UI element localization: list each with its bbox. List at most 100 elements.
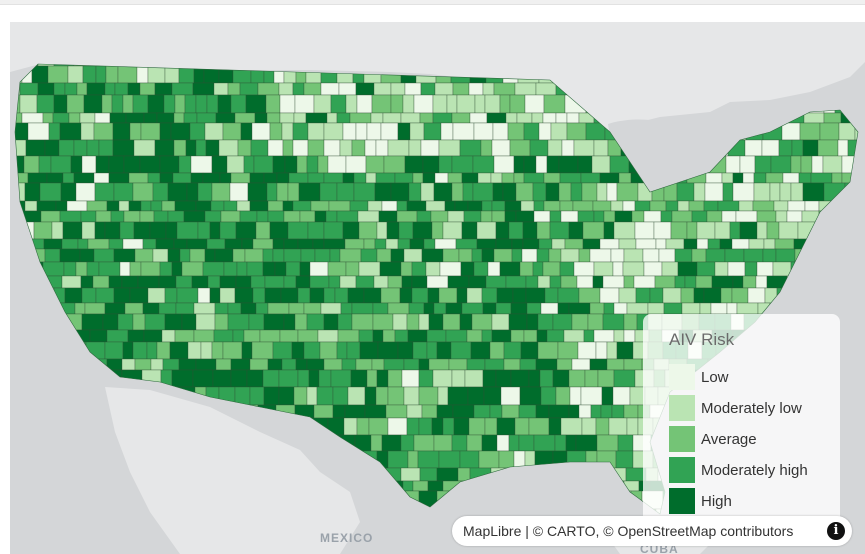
- county-cell[interactable]: [493, 155, 515, 174]
- county-cell[interactable]: [699, 302, 712, 315]
- county-cell[interactable]: [566, 112, 580, 124]
- county-cell[interactable]: [721, 122, 736, 141]
- county-cell[interactable]: [61, 434, 84, 452]
- county-cell[interactable]: [784, 112, 805, 124]
- county-cell[interactable]: [232, 329, 245, 343]
- county-cell[interactable]: [790, 182, 804, 202]
- county-cell[interactable]: [843, 490, 860, 510]
- county-cell[interactable]: [470, 341, 491, 360]
- county-cell[interactable]: [98, 139, 114, 157]
- county-cell[interactable]: [732, 275, 744, 289]
- county-cell[interactable]: [307, 221, 325, 240]
- county-cell[interactable]: [655, 238, 667, 250]
- county-cell[interactable]: [595, 417, 610, 436]
- county-cell[interactable]: [402, 94, 415, 114]
- county-cell[interactable]: [187, 341, 202, 360]
- county-cell[interactable]: [62, 450, 85, 469]
- county-cell[interactable]: [75, 261, 88, 277]
- county-cell[interactable]: [263, 386, 280, 406]
- county-cell[interactable]: [756, 210, 777, 223]
- county-cell[interactable]: [161, 329, 176, 343]
- county-cell[interactable]: [741, 112, 758, 124]
- county-cell[interactable]: [822, 155, 843, 174]
- county-cell[interactable]: [329, 248, 341, 263]
- county-cell[interactable]: [196, 112, 217, 124]
- county-cell[interactable]: [204, 210, 222, 223]
- county-cell[interactable]: [563, 329, 585, 343]
- county-cell[interactable]: [513, 450, 526, 469]
- county-cell[interactable]: [434, 520, 444, 532]
- county-cell[interactable]: [823, 112, 842, 124]
- county-cell[interactable]: [300, 248, 316, 263]
- county-cell[interactable]: [614, 210, 633, 223]
- county-cell[interactable]: [149, 221, 167, 240]
- county-cell[interactable]: [738, 200, 754, 212]
- county-cell[interactable]: [106, 329, 129, 343]
- county-cell[interactable]: [561, 467, 576, 482]
- county-cell[interactable]: [822, 261, 840, 277]
- county-cell[interactable]: [714, 261, 729, 277]
- county-cell[interactable]: [214, 302, 229, 315]
- county-cell[interactable]: [818, 200, 838, 212]
- county-cell[interactable]: [230, 172, 251, 184]
- county-cell[interactable]: [526, 313, 539, 331]
- county-cell[interactable]: [291, 341, 305, 360]
- county-cell[interactable]: [167, 210, 185, 223]
- county-cell[interactable]: [173, 238, 188, 250]
- county-cell[interactable]: [189, 122, 206, 141]
- county-cell[interactable]: [84, 520, 97, 532]
- county-cell[interactable]: [552, 313, 573, 331]
- county-cell[interactable]: [675, 122, 687, 141]
- county-cell[interactable]: [504, 200, 522, 212]
- county-cell[interactable]: [19, 94, 38, 114]
- county-cell[interactable]: [10, 508, 22, 520]
- county-cell[interactable]: [540, 302, 559, 315]
- county-cell[interactable]: [571, 358, 591, 371]
- county-cell[interactable]: [94, 221, 106, 240]
- county-cell[interactable]: [473, 404, 491, 419]
- county-cell[interactable]: [358, 221, 378, 240]
- county-cell[interactable]: [183, 112, 198, 124]
- county-cell[interactable]: [537, 341, 559, 360]
- county-cell[interactable]: [385, 467, 402, 482]
- county-cell[interactable]: [756, 221, 768, 240]
- county-cell[interactable]: [468, 275, 487, 289]
- county-cell[interactable]: [610, 200, 624, 212]
- county-cell[interactable]: [662, 287, 682, 304]
- county-cell[interactable]: [25, 287, 39, 304]
- county-cell[interactable]: [756, 261, 774, 277]
- county-cell[interactable]: [327, 261, 347, 277]
- county-cell[interactable]: [194, 386, 207, 406]
- county-cell[interactable]: [94, 182, 115, 202]
- county-cell[interactable]: [696, 261, 716, 277]
- county-cell[interactable]: [88, 480, 107, 492]
- county-cell[interactable]: [146, 341, 158, 360]
- county-cell[interactable]: [615, 450, 634, 469]
- county-cell[interactable]: [561, 139, 575, 157]
- county-cell[interactable]: [39, 302, 59, 315]
- county-cell[interactable]: [497, 490, 514, 510]
- county-cell[interactable]: [677, 200, 690, 212]
- county-cell[interactable]: [255, 302, 269, 315]
- county-cell[interactable]: [10, 287, 27, 304]
- county-cell[interactable]: [374, 238, 387, 250]
- county-cell[interactable]: [578, 248, 591, 263]
- county-cell[interactable]: [451, 369, 466, 388]
- county-cell[interactable]: [471, 313, 493, 331]
- county-cell[interactable]: [186, 182, 199, 202]
- county-cell[interactable]: [535, 82, 557, 96]
- county-cell[interactable]: [438, 155, 453, 174]
- county-cell[interactable]: [860, 66, 865, 83]
- county-cell[interactable]: [386, 490, 400, 510]
- county-cell[interactable]: [786, 275, 804, 289]
- county-cell[interactable]: [454, 200, 469, 212]
- county-cell[interactable]: [126, 520, 143, 532]
- county-cell[interactable]: [452, 122, 475, 141]
- county-cell[interactable]: [84, 302, 106, 315]
- county-cell[interactable]: [74, 302, 86, 315]
- county-cell[interactable]: [413, 434, 435, 452]
- county-cell[interactable]: [480, 210, 493, 223]
- county-cell[interactable]: [54, 508, 70, 520]
- county-cell[interactable]: [539, 369, 554, 388]
- county-cell[interactable]: [204, 122, 224, 141]
